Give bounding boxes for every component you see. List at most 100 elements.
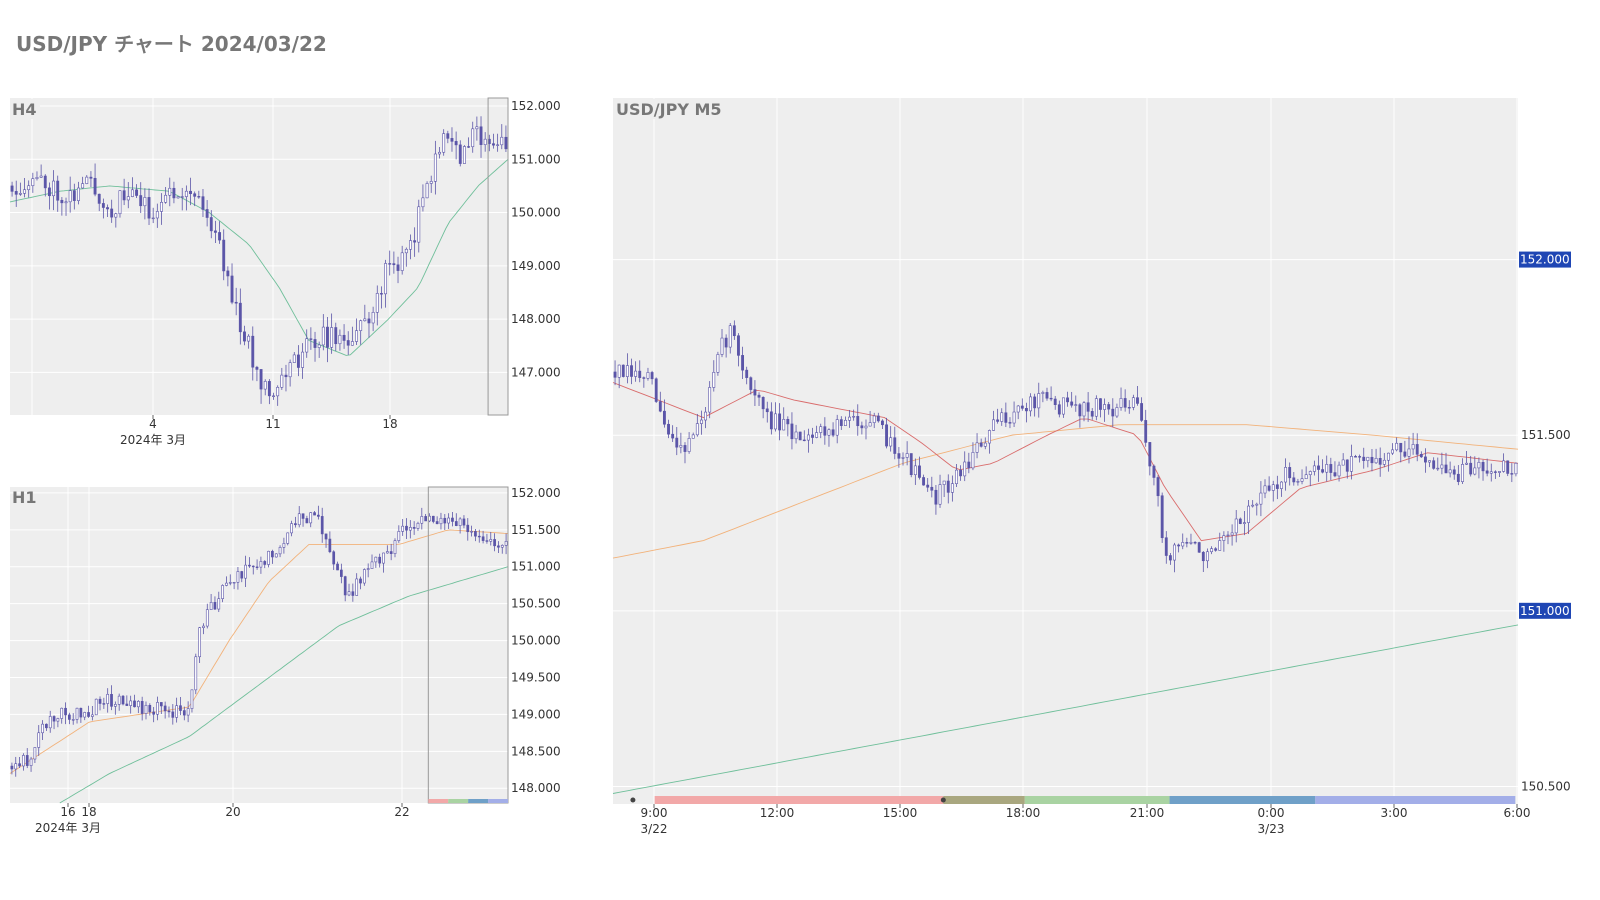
m5-candle-body bbox=[881, 420, 884, 426]
h4-candle-body bbox=[106, 207, 109, 210]
h1-candles bbox=[10, 505, 508, 777]
h4-y-tick-label: 147.000 bbox=[511, 365, 561, 379]
m5-candle-body bbox=[654, 378, 658, 402]
m5-candle-body bbox=[1399, 442, 1403, 453]
h1-candle-body bbox=[412, 527, 416, 529]
h4-candle-body bbox=[60, 199, 64, 204]
h4-candle-body bbox=[313, 339, 317, 348]
h4-candle-body bbox=[31, 178, 35, 187]
h1-candle-body bbox=[33, 747, 37, 760]
h1-candle-body bbox=[408, 527, 412, 531]
m5-candle-body bbox=[712, 371, 716, 388]
m5-candle-body bbox=[662, 410, 666, 425]
m5-candle-body bbox=[1280, 481, 1283, 489]
h1-candle-body bbox=[91, 714, 94, 717]
m5-candle-body bbox=[930, 486, 934, 491]
m5-candle-body bbox=[1395, 442, 1399, 451]
h1-x-ticks: 16 18 20 22 2024年 3月 bbox=[35, 803, 410, 835]
m5-candle-body bbox=[1070, 401, 1074, 406]
h1-candle-body bbox=[320, 516, 324, 535]
h4-x-tick-label: 11 bbox=[265, 417, 280, 431]
h4-candle-body bbox=[18, 193, 22, 195]
m5-candle-body bbox=[1136, 397, 1139, 404]
m5-candle-body bbox=[741, 355, 745, 371]
h1-candle-body bbox=[362, 569, 366, 584]
h4-candle-body bbox=[139, 195, 143, 207]
h4-candle-body bbox=[396, 264, 400, 271]
h1-x-tick-label: 22 bbox=[394, 805, 409, 819]
m5-candle-body bbox=[983, 442, 987, 447]
m5-candle-body bbox=[745, 369, 749, 378]
h4-candle-body bbox=[193, 193, 197, 197]
h1-candle-body bbox=[263, 561, 267, 565]
h1-candle-body bbox=[297, 513, 301, 526]
h4-candle-body bbox=[180, 196, 184, 198]
h1-candle-body bbox=[186, 708, 190, 716]
m5-candle-body bbox=[1312, 465, 1316, 472]
h4-candle-body bbox=[184, 190, 188, 197]
h4-candle-body bbox=[189, 190, 192, 195]
h4-candles bbox=[10, 116, 508, 406]
m5-candle-body bbox=[1033, 396, 1037, 409]
m5-candle-body bbox=[1300, 478, 1304, 482]
m5-candle-body bbox=[1485, 470, 1489, 474]
h1-candle-body bbox=[179, 705, 182, 711]
h1-candle-body bbox=[152, 711, 156, 715]
m5-candle-body bbox=[1415, 444, 1419, 455]
h4-candle-body bbox=[462, 146, 466, 164]
m5-candle-body bbox=[778, 413, 782, 431]
m5-candle-body bbox=[909, 453, 913, 476]
h4-candle-body bbox=[288, 362, 292, 378]
m5-candle-body bbox=[1066, 397, 1069, 403]
m5-x-tick-label: 9:00 bbox=[641, 806, 668, 820]
m5-candle-body bbox=[687, 438, 691, 452]
m5-candle-body bbox=[1078, 404, 1082, 417]
h1-candle-body bbox=[244, 564, 247, 579]
h4-x-tick-label: 18 bbox=[382, 417, 397, 431]
h1-panel-label: H1 bbox=[12, 488, 37, 507]
h4-candle-body bbox=[135, 189, 139, 196]
m5-candle-body bbox=[671, 433, 675, 439]
h4-candle-body bbox=[483, 138, 487, 145]
h4-candle-body bbox=[392, 263, 396, 266]
h4-candle-body bbox=[176, 196, 180, 199]
h1-candle-body bbox=[209, 602, 213, 610]
h4-candle-body bbox=[197, 196, 201, 198]
h4-candle-body bbox=[93, 177, 97, 195]
h4-candle-body bbox=[309, 338, 313, 340]
h1-candle-body bbox=[56, 718, 60, 722]
m5-candle-body bbox=[737, 335, 740, 356]
h1-candle-body bbox=[45, 723, 48, 729]
m5-candle-body bbox=[905, 453, 909, 458]
h4-candle-body bbox=[255, 366, 259, 370]
h1-candle-body bbox=[374, 556, 378, 563]
m5-candle-body bbox=[901, 457, 905, 459]
h1-candle-body bbox=[271, 550, 274, 558]
h1-candle-body bbox=[324, 533, 328, 540]
h1-candle-body bbox=[52, 716, 56, 722]
h4-candle-body bbox=[43, 175, 47, 189]
m5-candle-body bbox=[634, 370, 638, 377]
h1-candle-body bbox=[175, 705, 178, 718]
page-title: USD/JPY チャート 2024/03/22 bbox=[16, 32, 327, 56]
h1-candle-body bbox=[351, 591, 355, 596]
h1-candle-body bbox=[500, 545, 504, 548]
h1-candle-body bbox=[64, 707, 67, 716]
m5-candle-body bbox=[942, 480, 946, 485]
m5-candle-body bbox=[708, 387, 712, 413]
m5-candle-body bbox=[728, 325, 732, 348]
h1-y-tick-label: 151.500 bbox=[511, 523, 561, 537]
h1-candle-body bbox=[370, 561, 374, 569]
h1-candle-body bbox=[133, 700, 136, 708]
m5-candle-body bbox=[897, 453, 901, 459]
h1-candle-body bbox=[221, 585, 224, 599]
h4-candle-body bbox=[247, 335, 251, 342]
m5-candle-body bbox=[1366, 456, 1370, 461]
m5-candle-body bbox=[1493, 471, 1497, 473]
m5-candle-body bbox=[967, 461, 971, 469]
h1-candle-body bbox=[462, 518, 466, 526]
h4-candle-body bbox=[168, 187, 172, 196]
h4-candle-body bbox=[429, 181, 433, 184]
h4-candle-body bbox=[442, 133, 446, 153]
m5-y-ticks: 151.500 150.500 152.000 151.000 bbox=[1519, 251, 1571, 793]
